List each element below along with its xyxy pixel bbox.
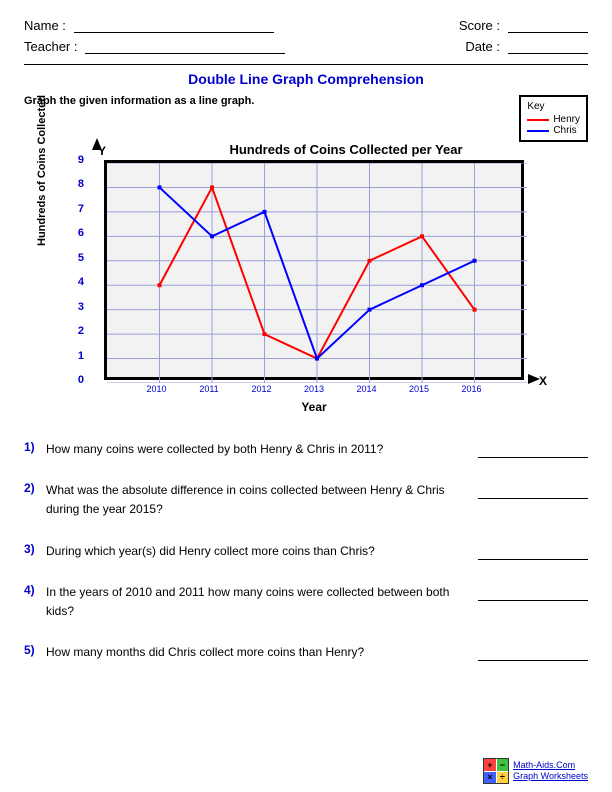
- footer-icon-cell: −: [497, 759, 509, 771]
- y-tick-label: 8: [78, 178, 84, 190]
- x-tick-label: 2012: [251, 384, 271, 394]
- plot-svg: [107, 163, 527, 383]
- legend-item: Chris: [527, 125, 580, 136]
- legend-item: Henry: [527, 114, 580, 125]
- x-tick-label: 2010: [146, 384, 166, 394]
- answer-blank[interactable]: [478, 587, 588, 601]
- date-label: Date :: [465, 39, 500, 54]
- date-field: Date :: [465, 39, 588, 54]
- question-text: What was the absolute difference in coin…: [46, 481, 474, 519]
- question-text: How many months did Chris collect more c…: [46, 643, 474, 662]
- teacher-label: Teacher :: [24, 39, 77, 54]
- x-tick-label: 2015: [409, 384, 429, 394]
- footer-subtitle[interactable]: Graph Worksheets: [513, 771, 588, 781]
- answer-blank[interactable]: [478, 546, 588, 560]
- question-text: How many coins were collected by both He…: [46, 440, 474, 459]
- question-number: 2): [24, 481, 42, 495]
- name-field: Name :: [24, 18, 274, 33]
- x-arrow-icon: [526, 372, 540, 386]
- question-number: 1): [24, 440, 42, 454]
- questions-list: 1) How many coins were collected by both…: [24, 440, 588, 662]
- header-divider: [24, 64, 588, 65]
- x-symbol: X: [539, 374, 547, 388]
- question-number: 5): [24, 643, 42, 657]
- score-underline[interactable]: [508, 19, 588, 33]
- footer: +−×÷ Math-Aids.Com Graph Worksheets: [483, 758, 588, 784]
- x-tick-label: 2014: [356, 384, 376, 394]
- legend-color-swatch: [527, 130, 549, 132]
- plot-area: [104, 160, 524, 380]
- instruction-text: Graph the given information as a line gr…: [24, 95, 254, 107]
- question-number: 4): [24, 583, 42, 597]
- y-tick-label: 6: [78, 227, 84, 239]
- x-axis-label: Year: [104, 400, 524, 414]
- answer-blank[interactable]: [478, 485, 588, 499]
- y-tick-label: 5: [78, 252, 84, 264]
- legend-title: Key: [527, 101, 580, 112]
- y-tick-label: 9: [78, 154, 84, 166]
- y-tick-label: 7: [78, 203, 84, 215]
- y-tick-label: 1: [78, 350, 84, 362]
- math-aids-icon: +−×÷: [483, 758, 509, 784]
- legend-label: Henry: [553, 114, 580, 125]
- y-tick-label: 4: [78, 276, 84, 288]
- date-underline[interactable]: [508, 40, 588, 54]
- footer-icon-cell: ÷: [497, 772, 509, 784]
- question-text: During which year(s) did Henry collect m…: [46, 542, 474, 561]
- legend-label: Chris: [553, 125, 576, 136]
- question-row: 4) In the years of 2010 and 2011 how man…: [24, 583, 588, 621]
- y-tick-label: 0: [78, 374, 84, 386]
- x-tick-label: 2013: [304, 384, 324, 394]
- name-underline[interactable]: [74, 19, 274, 33]
- question-row: 5) How many months did Chris collect mor…: [24, 643, 588, 662]
- question-row: 2) What was the absolute difference in c…: [24, 481, 588, 519]
- answer-blank[interactable]: [478, 647, 588, 661]
- legend-box: Key HenryChris: [519, 95, 588, 142]
- footer-icon-cell: +: [484, 759, 496, 771]
- worksheet-title: Double Line Graph Comprehension: [24, 71, 588, 87]
- y-tick-label: 3: [78, 301, 84, 313]
- y-axis-label: Hundreds of Coins Collected: [36, 95, 48, 246]
- teacher-field: Teacher :: [24, 39, 285, 54]
- question-number: 3): [24, 542, 42, 556]
- footer-text: Math-Aids.Com Graph Worksheets: [513, 760, 588, 782]
- footer-link[interactable]: Math-Aids.Com: [513, 760, 575, 770]
- x-tick-label: 2016: [461, 384, 481, 394]
- question-row: 3) During which year(s) did Henry collec…: [24, 542, 588, 561]
- footer-icon-cell: ×: [484, 772, 496, 784]
- name-label: Name :: [24, 18, 66, 33]
- answer-blank[interactable]: [478, 444, 588, 458]
- question-row: 1) How many coins were collected by both…: [24, 440, 588, 459]
- score-label: Score :: [459, 18, 500, 33]
- chart-title: Hundreds of Coins Collected per Year: [124, 142, 568, 157]
- score-field: Score :: [459, 18, 588, 33]
- y-arrow-icon: [90, 138, 104, 152]
- y-tick-label: 2: [78, 325, 84, 337]
- chart-container: Y Hundreds of Coins Collected per Year H…: [44, 146, 588, 436]
- legend-color-swatch: [527, 119, 549, 121]
- teacher-underline[interactable]: [85, 40, 285, 54]
- question-text: In the years of 2010 and 2011 how many c…: [46, 583, 474, 621]
- x-tick-label: 2011: [199, 384, 218, 394]
